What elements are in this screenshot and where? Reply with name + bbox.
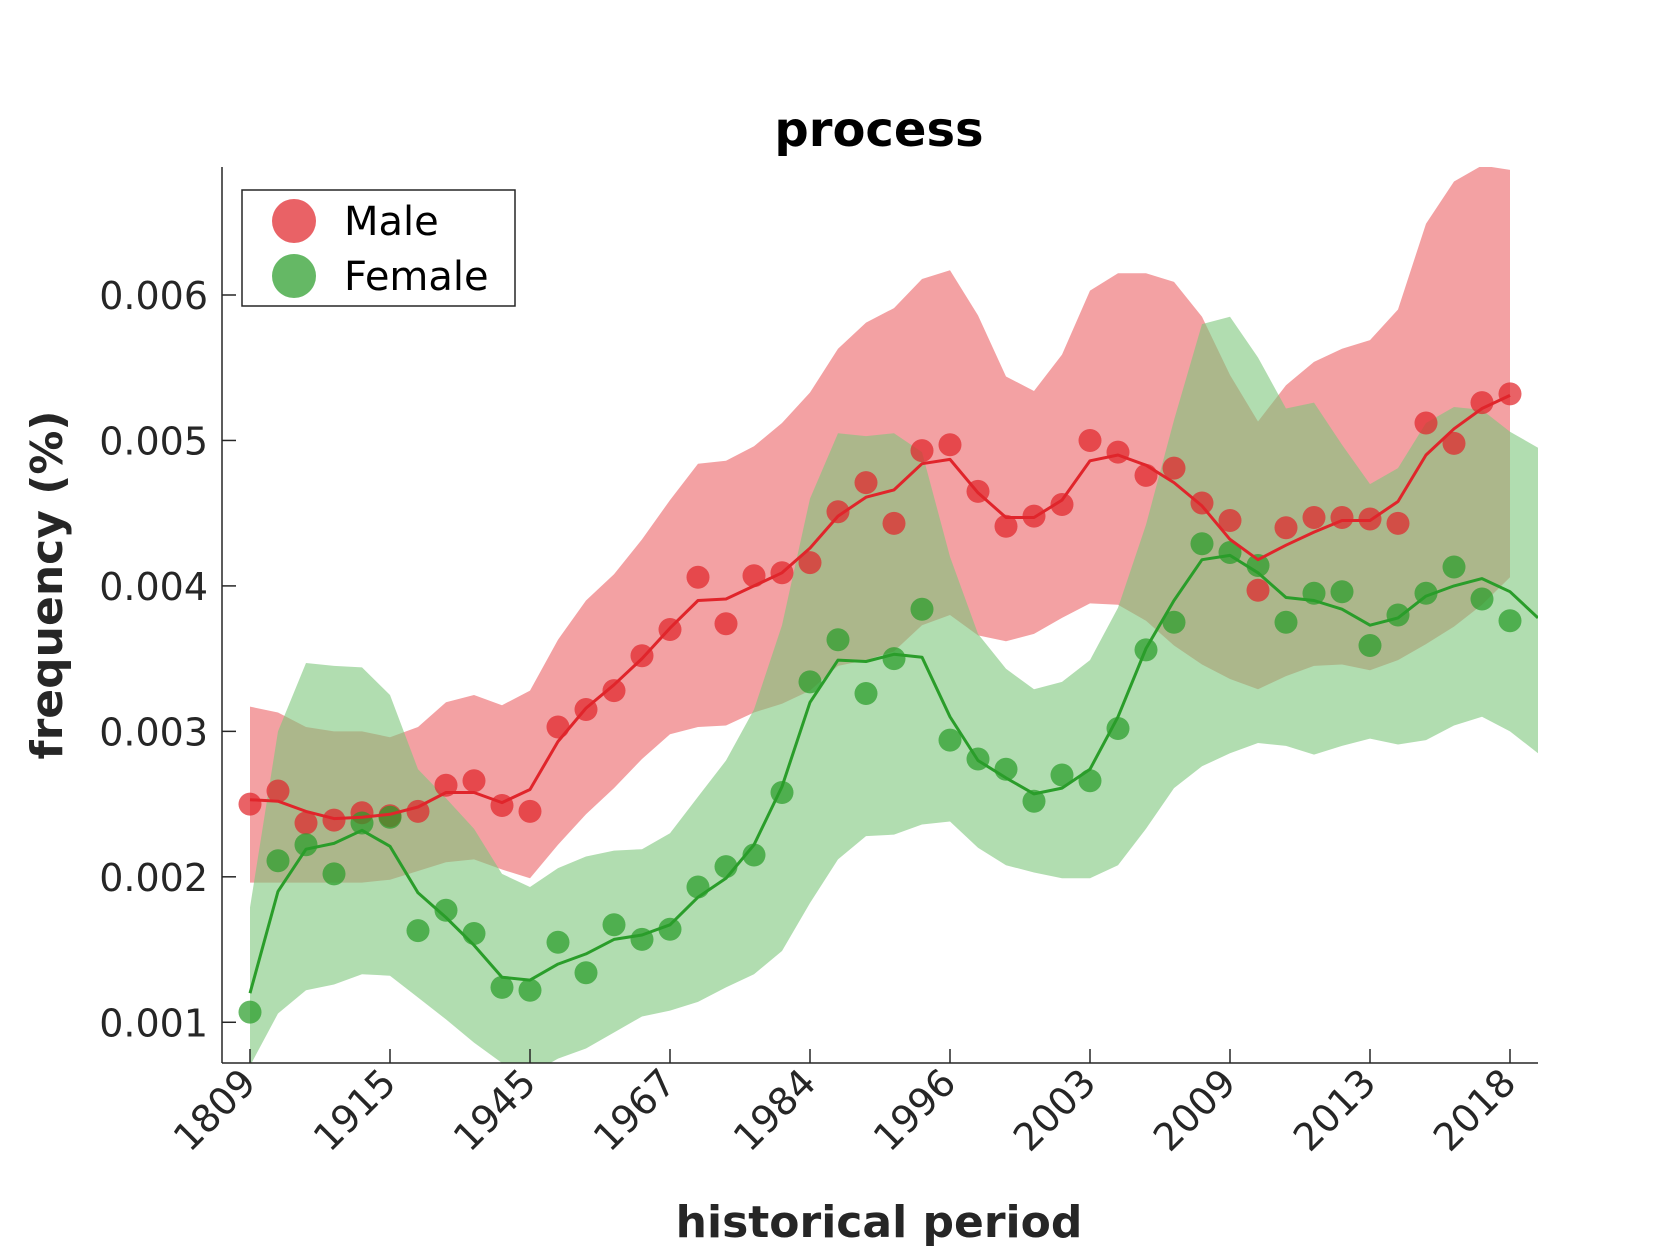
data-point-male [1386, 511, 1410, 535]
data-point-male [1162, 456, 1186, 480]
data-point-male [798, 551, 822, 575]
data-point-female [1470, 587, 1494, 611]
legend-marker-male [272, 199, 316, 243]
data-point-female [322, 862, 346, 886]
legend-marker-female [272, 254, 316, 298]
data-point-female [1246, 554, 1270, 577]
data-point-male [434, 773, 458, 797]
data-point-female [378, 805, 402, 829]
data-point-male [1470, 391, 1494, 415]
data-point-male [994, 514, 1018, 538]
data-point-male [1498, 382, 1522, 406]
confidence-band-female [250, 316, 1538, 1063]
data-point-male [714, 612, 738, 636]
data-point-female [798, 670, 822, 694]
data-point-male [322, 808, 346, 832]
legend: Male Female [241, 189, 516, 307]
data-point-female [434, 898, 458, 922]
data-point-male [826, 500, 850, 524]
data-point-female [1190, 532, 1214, 556]
data-point-male [294, 811, 318, 835]
data-point-female [1106, 717, 1130, 740]
data-point-female [854, 682, 878, 705]
data-point-male [1190, 491, 1214, 515]
data-point-male [1442, 431, 1466, 455]
data-point-male [1134, 463, 1158, 487]
data-point-male [1246, 578, 1270, 602]
data-point-male [1078, 429, 1102, 452]
data-point-male [462, 769, 486, 793]
data-point-female [1078, 769, 1102, 793]
y-tick-label: 0.001 [99, 1001, 208, 1045]
data-point-female [1498, 609, 1522, 633]
data-point-male [266, 779, 290, 803]
legend-label-female: Female [344, 254, 489, 300]
chart-title: process [774, 102, 983, 158]
data-point-male [1330, 506, 1354, 529]
data-point-male [938, 433, 962, 457]
data-point-male [910, 439, 934, 463]
x-axis-label: historical period [676, 1197, 1083, 1248]
data-point-female [938, 728, 962, 752]
data-point-male [882, 511, 906, 535]
data-point-female [910, 597, 934, 621]
y-tick-label: 0.002 [99, 856, 208, 900]
y-axis-label: frequency (%) [22, 410, 73, 759]
data-point-female [1022, 789, 1046, 813]
data-point-female [1050, 763, 1074, 787]
y-tick-label: 0.006 [99, 274, 208, 318]
data-point-male [854, 471, 878, 495]
data-point-female [1386, 603, 1410, 627]
data-point-female [1358, 634, 1382, 657]
data-point-male [518, 799, 542, 823]
data-point-female [490, 975, 514, 999]
plot-area [238, 167, 1538, 1063]
data-point-female [882, 647, 906, 671]
data-point-female [826, 628, 850, 652]
data-point-female [266, 849, 290, 873]
data-point-male [686, 565, 710, 589]
data-point-male [742, 564, 766, 588]
data-point-male [1218, 509, 1242, 532]
trend-line-male [249, 394, 1511, 821]
data-point-male [602, 679, 626, 703]
data-point-female [1442, 555, 1466, 579]
data-point-female [742, 843, 766, 867]
data-point-female [1162, 610, 1186, 634]
data-point-male [238, 792, 262, 816]
y-tick-label: 0.004 [99, 565, 208, 609]
data-point-male [546, 715, 570, 739]
trend-line-female [248, 553, 1538, 994]
y-tick-label: 0.005 [99, 419, 208, 463]
data-point-female [1274, 610, 1298, 634]
data-point-female [658, 917, 682, 941]
data-point-female [546, 930, 570, 954]
data-point-female [462, 922, 486, 945]
data-point-female [294, 833, 318, 857]
data-point-male [630, 644, 654, 668]
data-point-male [1050, 493, 1074, 516]
legend-label-male: Male [344, 199, 439, 245]
y-tick-label: 0.003 [99, 710, 208, 754]
data-point-male [1106, 440, 1130, 464]
data-point-female [518, 978, 542, 1002]
data-point-female [686, 875, 710, 899]
data-point-female [574, 961, 598, 985]
data-point-female [406, 919, 430, 943]
data-point-male [1274, 516, 1298, 540]
data-point-female [602, 913, 626, 937]
data-point-male [1302, 506, 1326, 529]
data-point-male [1414, 411, 1438, 435]
data-point-female [1330, 580, 1354, 604]
data-point-female [238, 1000, 262, 1024]
